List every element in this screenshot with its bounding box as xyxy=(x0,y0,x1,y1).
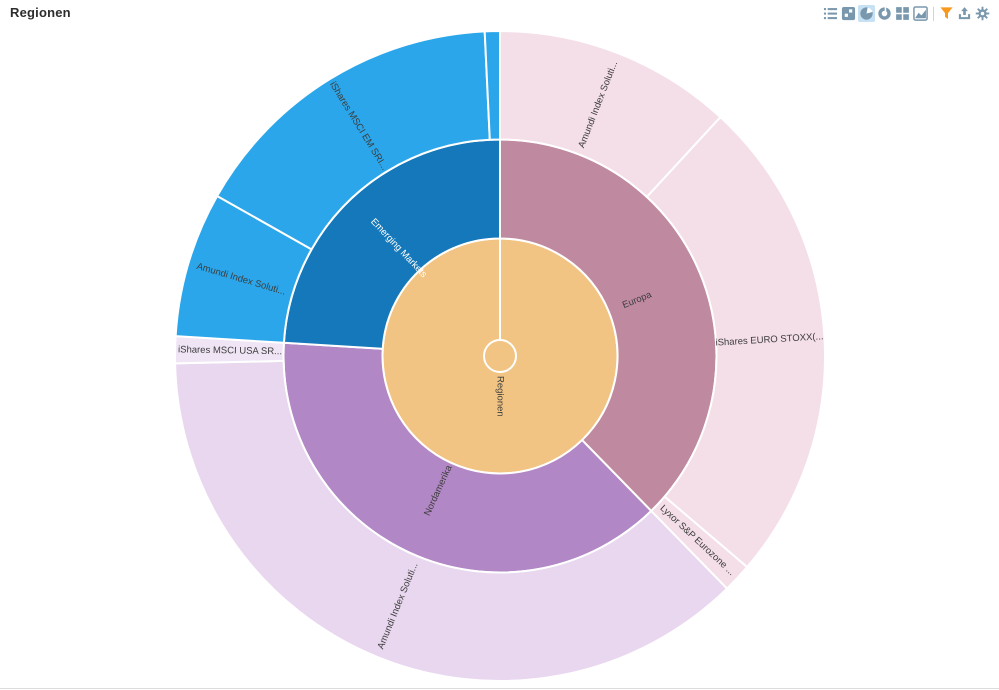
hub-circle[interactable] xyxy=(483,339,517,373)
toolbar-separator xyxy=(933,6,934,21)
treemap-icon[interactable] xyxy=(840,5,857,22)
segment-label-ishares-msci-usa-sr: iShares MSCI USA SR... xyxy=(178,344,282,357)
donut-chart-icon[interactable] xyxy=(876,5,893,22)
page-title: Regionen xyxy=(10,5,71,20)
settings-icon[interactable] xyxy=(974,5,991,22)
bottom-divider xyxy=(0,688,999,689)
chart-toolbar xyxy=(822,5,991,22)
widget-header: Regionen xyxy=(0,0,999,26)
center-label: Regionen xyxy=(495,376,506,417)
sunburst-segment-segment[interactable] xyxy=(483,30,501,141)
list-icon[interactable] xyxy=(822,5,839,22)
filter-icon[interactable] xyxy=(938,5,955,22)
grid-icon[interactable] xyxy=(894,5,911,22)
upload-icon[interactable] xyxy=(956,5,973,22)
area-chart-icon[interactable] xyxy=(912,5,929,22)
pie-chart-icon[interactable] xyxy=(858,5,875,22)
sunburst-segment-amundi-index-soluti[interactable] xyxy=(174,359,728,682)
sunburst-segment-ishares-euro-stoxx[interactable] xyxy=(645,116,826,569)
